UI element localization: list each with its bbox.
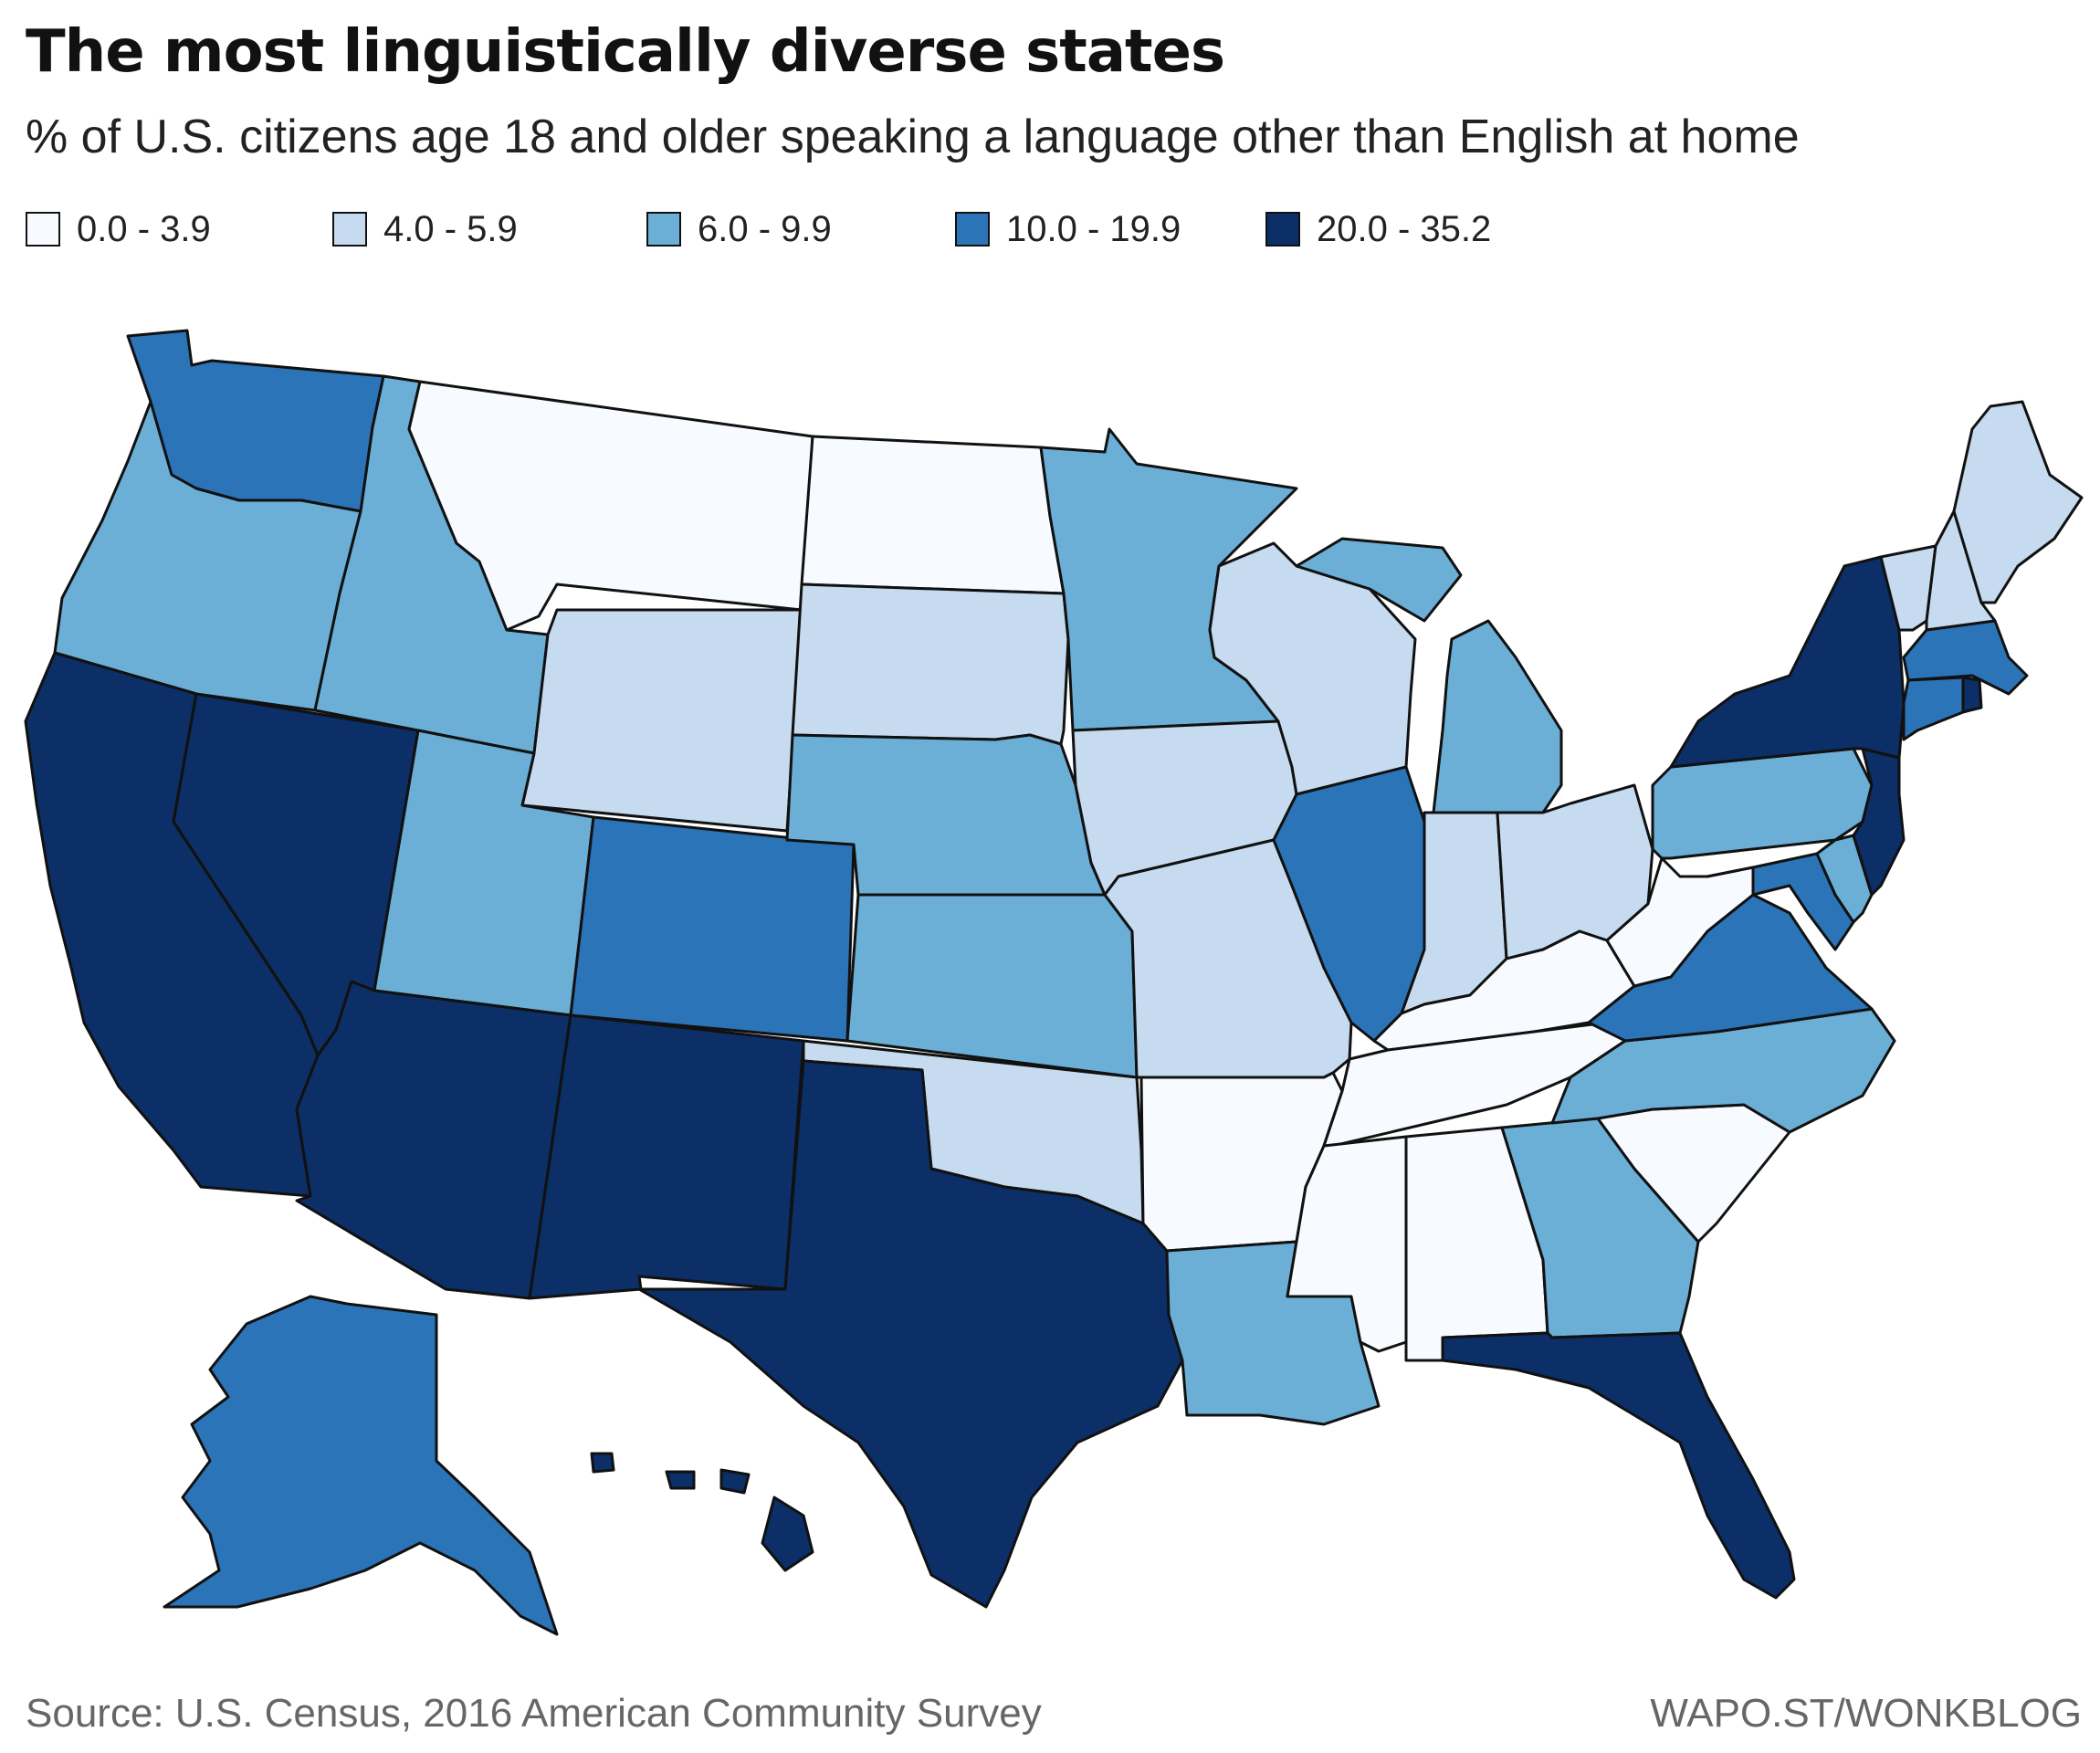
credit-link[interactable]: WAPO.ST/WONKBLOG xyxy=(1650,1691,2082,1736)
state-texas xyxy=(637,1059,1184,1609)
state-new-mexico xyxy=(528,1013,805,1300)
legend-label: 20.0 - 35.2 xyxy=(1317,209,1492,249)
state-maryland xyxy=(1706,852,1855,951)
state-maine xyxy=(1952,400,2084,604)
state-connecticut xyxy=(1902,676,1965,741)
state-colorado xyxy=(569,815,856,1043)
state-wyoming xyxy=(520,608,803,833)
legend-swatch xyxy=(26,212,60,247)
state-hawaii-island xyxy=(761,1496,814,1572)
source-note: Source: U.S. Census, 2016 American Commu… xyxy=(26,1691,1042,1736)
state-hawaii-oahu xyxy=(665,1470,696,1490)
legend-label: 0.0 - 3.9 xyxy=(77,209,211,249)
legend-swatch xyxy=(955,212,990,247)
state-hawaii-maui xyxy=(719,1468,751,1495)
legend-swatch xyxy=(646,212,681,247)
state-south-dakota xyxy=(791,583,1070,746)
legend: 0.0 - 3.9 4.0 - 5.9 6.0 - 9.9 10.0 - 19.… xyxy=(26,206,2034,252)
state-arizona xyxy=(295,980,572,1300)
legend-label: 6.0 - 9.9 xyxy=(698,209,832,249)
state-vermont xyxy=(1879,544,1937,632)
legend-label: 4.0 - 5.9 xyxy=(383,209,518,249)
state-north-dakota xyxy=(800,435,1066,595)
legend-swatch xyxy=(332,212,367,247)
chart-subtitle: % of U.S. citizens age 18 and older spea… xyxy=(26,110,1800,163)
state-new-jersey xyxy=(1852,747,1906,897)
state-new-york xyxy=(1669,555,1906,769)
state-michigan xyxy=(1295,537,1563,814)
state-florida xyxy=(1441,1331,1796,1600)
legend-label: 10.0 - 19.9 xyxy=(1006,209,1181,249)
legend-swatch xyxy=(1265,212,1300,247)
chart-title: The most linguistically diverse states xyxy=(26,18,1225,86)
state-hawaii-kauai xyxy=(590,1452,615,1474)
state-alaska xyxy=(163,1295,559,1636)
state-rhode-island xyxy=(1961,676,1983,714)
